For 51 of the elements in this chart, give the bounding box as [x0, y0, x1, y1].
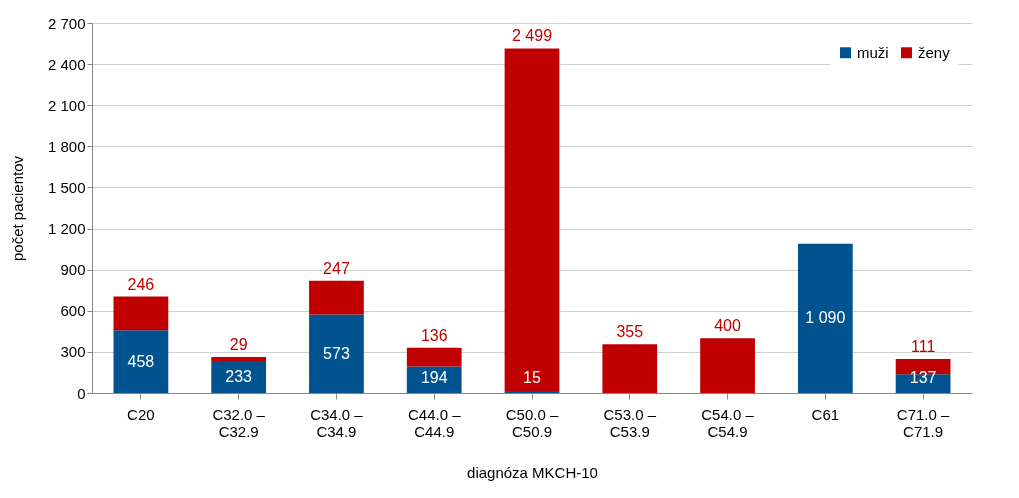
bar: [504, 48, 560, 391]
bar: [113, 330, 169, 393]
bar: [602, 344, 658, 393]
y-tick-label: 300: [60, 343, 86, 361]
bar: [406, 366, 462, 393]
bar: [211, 361, 267, 393]
data-label: 247: [323, 259, 350, 277]
bar: [700, 338, 755, 393]
data-label: 194: [420, 369, 448, 387]
data-label: 29: [229, 336, 248, 354]
x-tick-label: C53.0 – C53.9: [603, 405, 657, 440]
y-tick-label: 0: [77, 384, 86, 402]
x-tick-label: C34.0 – C34.9: [310, 405, 364, 440]
legend-label: ženy: [918, 43, 951, 61]
data-label: 137: [909, 369, 937, 387]
data-label: 233: [225, 368, 253, 386]
bar: [113, 296, 169, 331]
data-label: 400: [714, 317, 741, 335]
data-label: 15: [523, 369, 541, 387]
y-tick-label: 2 400: [47, 55, 86, 73]
x-axis-title: diagnóza MKCH-10: [467, 463, 598, 481]
y-tick-label: 1 200: [47, 220, 86, 238]
y-tick-label: 1 500: [47, 178, 86, 196]
data-label: 355: [616, 323, 644, 341]
y-tick-label: 1 800: [47, 137, 86, 155]
bar: [309, 280, 364, 315]
x-tick-label: C20: [127, 405, 155, 423]
x-tick-label: C32.0 – C32.9: [212, 405, 266, 440]
data-label: 136: [420, 326, 448, 344]
data-label: 2 499: [511, 27, 553, 45]
x-tick-label: C61: [811, 405, 840, 423]
data-label: 458: [127, 352, 155, 370]
y-axis-title: počet pacientov: [8, 155, 26, 262]
data-label: 573: [323, 344, 350, 362]
bar: [797, 243, 853, 393]
bar: [309, 314, 364, 393]
data-label: 246: [127, 275, 155, 293]
x-tick-label: C71.0 – C71.9: [896, 405, 951, 440]
x-tick-label: C50.0 – C50.9: [505, 405, 559, 440]
data-label: 1 090: [805, 309, 846, 327]
bar: [504, 390, 560, 393]
x-tick-label: C44.0 – C44.9: [407, 405, 462, 440]
y-tick-label: 2 100: [47, 96, 86, 114]
bar: [406, 347, 462, 367]
y-tick-label: 600: [60, 302, 86, 320]
data-label: 111: [910, 338, 936, 356]
x-tick-label: C54.0 – C54.9: [701, 405, 755, 440]
bar: [211, 357, 267, 362]
legend-label: muži: [857, 43, 889, 61]
y-tick-label: 2 700: [47, 14, 86, 32]
y-tick-label: 900: [60, 261, 86, 279]
